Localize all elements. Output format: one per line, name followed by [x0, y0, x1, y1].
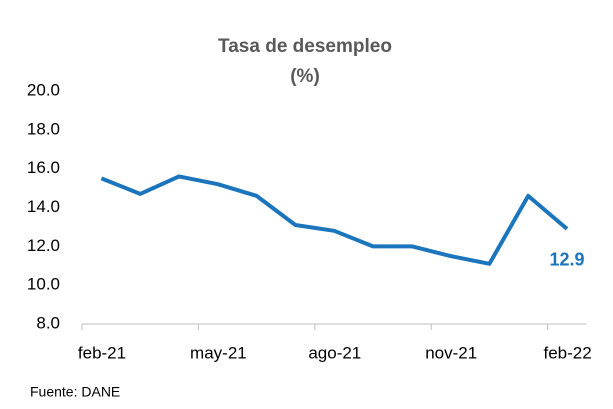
x-tick-label: feb-22	[543, 343, 591, 362]
source-note: Fuente: DANE	[30, 384, 120, 400]
y-tick-label: 20.0	[27, 80, 60, 99]
x-tick-label: may-21	[190, 343, 247, 362]
chart-title: Tasa de desempleo	[218, 36, 392, 57]
y-tick-label: 10.0	[27, 275, 60, 294]
x-tick-label: feb-21	[78, 343, 126, 362]
data-label: 12.9	[549, 250, 584, 270]
y-tick-label: 12.0	[27, 236, 60, 255]
x-tick-label: nov-21	[425, 343, 477, 362]
data-line	[100, 174, 569, 266]
y-tick-label: 14.0	[27, 197, 60, 216]
y-tick-label: 18.0	[27, 119, 60, 138]
y-tick-label: 16.0	[27, 158, 60, 177]
chart-subtitle: (%)	[290, 66, 320, 87]
x-tick-label: ago-21	[308, 343, 361, 362]
y-tick-label: 8.0	[36, 313, 60, 332]
